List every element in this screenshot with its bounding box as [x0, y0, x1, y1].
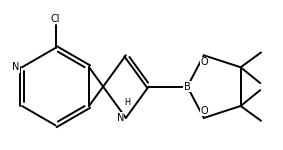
Text: N: N — [12, 62, 20, 72]
Text: O: O — [200, 57, 208, 67]
Text: B: B — [184, 82, 191, 92]
Text: N: N — [117, 113, 124, 123]
Text: Cl: Cl — [51, 14, 60, 24]
Text: H: H — [124, 99, 130, 108]
Text: O: O — [200, 106, 208, 116]
